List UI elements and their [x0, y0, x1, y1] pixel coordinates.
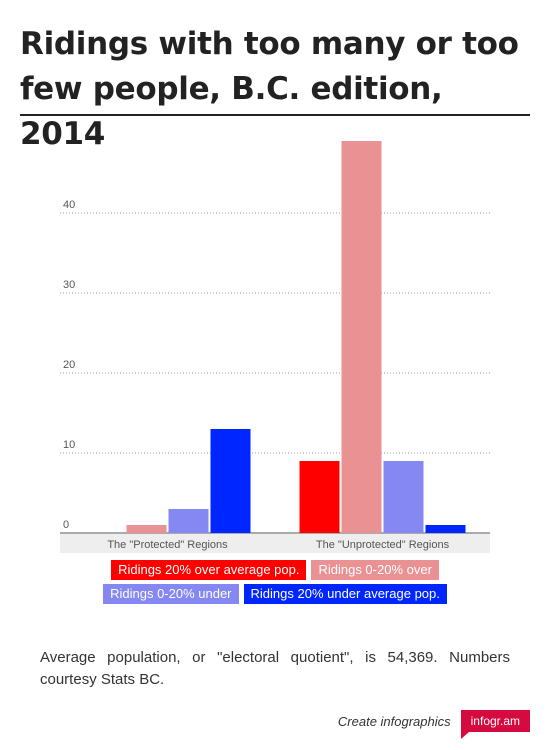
bar — [299, 461, 340, 533]
bar — [126, 525, 167, 533]
legend-item[interactable]: Ridings 0-20% under — [103, 584, 239, 604]
legend-item[interactable]: Ridings 20% under average pop. — [243, 584, 447, 604]
infogram-logo[interactable]: infogr.am — [460, 710, 530, 739]
y-tick-label: 0 — [63, 519, 69, 531]
title-divider — [20, 114, 530, 116]
y-tick-label: 10 — [63, 439, 75, 451]
source-note: Average population, or "electoral quotie… — [40, 649, 510, 688]
bar — [425, 525, 466, 533]
chart-title: Ridings with too many or too few people,… — [20, 26, 519, 152]
bar — [210, 429, 251, 533]
x-category-label: The "Unprotected" Regions — [316, 539, 450, 551]
bar — [341, 141, 382, 533]
legend-item[interactable]: Ridings 0-20% over — [311, 560, 439, 580]
y-tick-label: 30 — [63, 279, 75, 291]
bar-chart: 0 10 20 30 40 The "Protected" Regions The "Un… — [60, 141, 490, 553]
legend-row-2: Ridings 0-20% under Ridings 20% under ave… — [0, 584, 550, 604]
bar — [383, 461, 424, 533]
legend-item[interactable]: Ridings 20% over average pop. — [111, 560, 307, 580]
footer: Create infographics infogr.am — [337, 710, 530, 739]
y-tick-label: 40 — [63, 199, 75, 211]
create-infographics-link[interactable]: Create infographics — [337, 713, 451, 729]
x-axis-band — [60, 534, 490, 553]
legend-row-1: Ridings 20% over average pop. Ridings 0-2… — [0, 560, 550, 580]
x-category-label: The "Protected" Regions — [107, 539, 228, 551]
bar — [168, 509, 209, 533]
y-tick-label: 20 — [63, 359, 75, 371]
